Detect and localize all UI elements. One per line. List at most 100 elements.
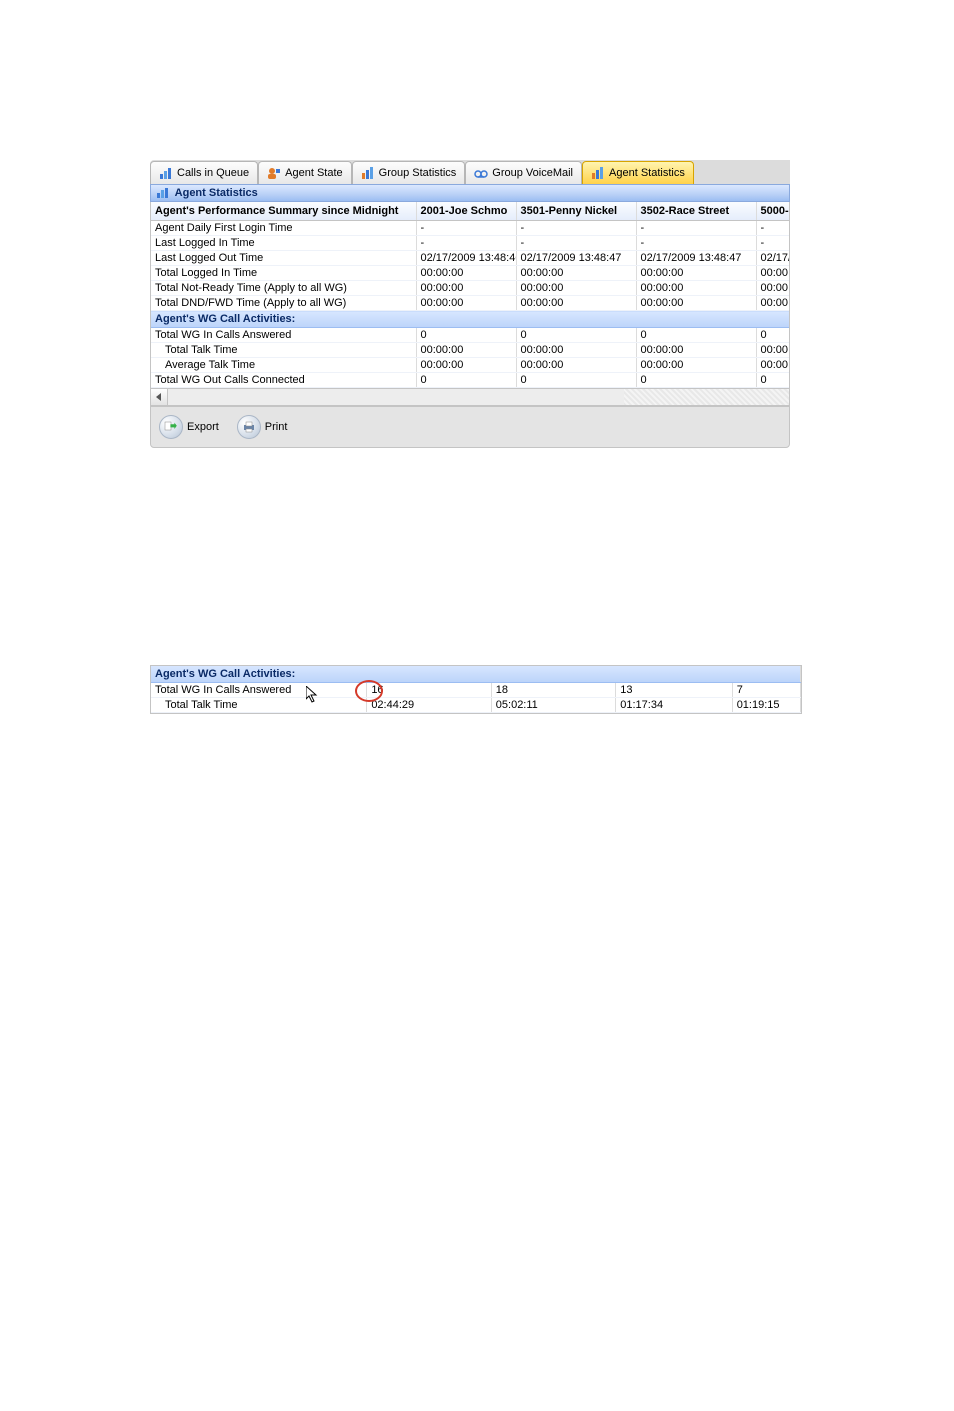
cell: 00:00:00 (756, 343, 790, 358)
tab-calls-in-queue[interactable]: Calls in Queue (150, 161, 258, 184)
bars-icon (591, 166, 605, 180)
cell: 0 (416, 328, 516, 343)
section-title: Agent Statistics (175, 187, 258, 199)
cell: 0 (756, 328, 790, 343)
col-header[interactable]: 2001-Joe Schmo (416, 202, 516, 221)
bars-icon (157, 188, 169, 198)
cell: 00:00:00 (756, 281, 790, 296)
cell: - (416, 221, 516, 236)
table-row: Total Not-Ready Time (Apply to all WG) 0… (151, 281, 790, 296)
cell: - (636, 221, 756, 236)
table-row: Total Talk Time 00:00:00 00:00:00 00:00:… (151, 343, 790, 358)
cell: 00:00:00 (756, 358, 790, 373)
cell: 00:00:00 (416, 296, 516, 311)
cell: 16 (367, 683, 491, 698)
cell: 02/17/20 (756, 251, 790, 266)
statistics-table: Agent's Performance Summary since Midnig… (151, 202, 790, 388)
cell: 01:19:15 (732, 698, 800, 713)
voicemail-icon (474, 166, 488, 180)
col-header[interactable]: Agent's Performance Summary since Midnig… (151, 202, 416, 221)
col-header[interactable]: 5000-R (756, 202, 790, 221)
cell: - (516, 236, 636, 251)
cell: 0 (636, 373, 756, 388)
row-label: Total WG In Calls Answered (151, 328, 416, 343)
scroll-left-button[interactable] (151, 389, 168, 405)
scroll-track[interactable] (624, 389, 789, 405)
cell: - (756, 221, 790, 236)
cell: 00:00:00 (516, 281, 636, 296)
section-row: Agent's WG Call Activities: (151, 666, 801, 683)
row-label: Average Talk Time (151, 358, 416, 373)
cell: 00:00:00 (756, 266, 790, 281)
row-label: Total WG In Calls Answered (151, 683, 367, 698)
cell: 00:00:00 (756, 296, 790, 311)
export-label: Export (187, 421, 219, 433)
cell: 00:00:00 (516, 358, 636, 373)
tab-label: Agent State (285, 167, 343, 179)
cell: 02/17/2009 13:48:47 (636, 251, 756, 266)
table-row: Total WG Out Calls Connected 0 0 0 0 (151, 373, 790, 388)
cell: 0 (636, 328, 756, 343)
cell: 00:00:00 (636, 343, 756, 358)
table-row: Total WG In Calls Answered 0 0 0 0 (151, 328, 790, 343)
section-label: Agent's WG Call Activities: (151, 666, 801, 683)
bottom-toolbar: Export Print (150, 406, 790, 448)
section-label: Agent's WG Call Activities: (151, 311, 790, 328)
cell: 00:00:00 (516, 266, 636, 281)
cell: 7 (732, 683, 800, 698)
cell: 00:00:00 (416, 266, 516, 281)
cell: - (636, 236, 756, 251)
cell: 0 (516, 373, 636, 388)
tabs-row: Calls in Queue Agent State Group Statist… (150, 160, 790, 184)
printer-icon (237, 415, 261, 439)
section-header: Agent Statistics (150, 184, 790, 202)
cell: 00:00:00 (636, 296, 756, 311)
tab-group-voicemail[interactable]: Group VoiceMail (465, 161, 582, 184)
cell: 00:00:00 (416, 358, 516, 373)
print-button[interactable]: Print (237, 415, 288, 439)
tab-label: Group Statistics (379, 167, 457, 179)
export-icon (159, 415, 183, 439)
agent-icon (267, 166, 281, 180)
table-row: Last Logged In Time - - - - (151, 236, 790, 251)
cell: - (516, 221, 636, 236)
cell: 00:00:00 (416, 343, 516, 358)
row-label: Total WG Out Calls Connected (151, 373, 416, 388)
row-label: Last Logged Out Time (151, 251, 416, 266)
row-label: Total Logged In Time (151, 266, 416, 281)
row-label: Total Talk Time (151, 698, 367, 713)
snippet-panel: Agent's WG Call Activities: Total WG In … (150, 665, 802, 714)
cell: 02/17/2009 13:48:46 (416, 251, 516, 266)
cell: 00:00:00 (636, 266, 756, 281)
cell: - (416, 236, 516, 251)
cell: 00:00:00 (516, 343, 636, 358)
table-row: Total WG In Calls Answered 16 18 13 7 (151, 683, 801, 698)
cell: 05:02:11 (491, 698, 615, 713)
cell: 02:44:29 (367, 698, 491, 713)
horizontal-scrollbar[interactable] (151, 388, 789, 405)
table-row: Total Logged In Time 00:00:00 00:00:00 0… (151, 266, 790, 281)
statistics-grid: Agent's Performance Summary since Midnig… (150, 202, 790, 406)
tab-agent-statistics[interactable]: Agent Statistics (582, 161, 694, 184)
cell: 18 (491, 683, 615, 698)
row-label: Total Not-Ready Time (Apply to all WG) (151, 281, 416, 296)
table-row: Total DND/FWD Time (Apply to all WG) 00:… (151, 296, 790, 311)
table-row: Average Talk Time 00:00:00 00:00:00 00:0… (151, 358, 790, 373)
cell: 00:00:00 (636, 281, 756, 296)
cell: 00:00:00 (636, 358, 756, 373)
print-label: Print (265, 421, 288, 433)
bars-icon (361, 166, 375, 180)
cell: - (756, 236, 790, 251)
col-header[interactable]: 3502-Race Street (636, 202, 756, 221)
tab-label: Group VoiceMail (492, 167, 573, 179)
tab-group-statistics[interactable]: Group Statistics (352, 161, 466, 184)
table-row: Last Logged Out Time 02/17/2009 13:48:46… (151, 251, 790, 266)
tab-label: Agent Statistics (609, 167, 685, 179)
cell: 00:00:00 (416, 281, 516, 296)
cell: 0 (756, 373, 790, 388)
export-button[interactable]: Export (159, 415, 219, 439)
col-header[interactable]: 3501-Penny Nickel (516, 202, 636, 221)
tab-agent-state[interactable]: Agent State (258, 161, 352, 184)
cell: 00:00:00 (516, 296, 636, 311)
row-label: Total Talk Time (151, 343, 416, 358)
